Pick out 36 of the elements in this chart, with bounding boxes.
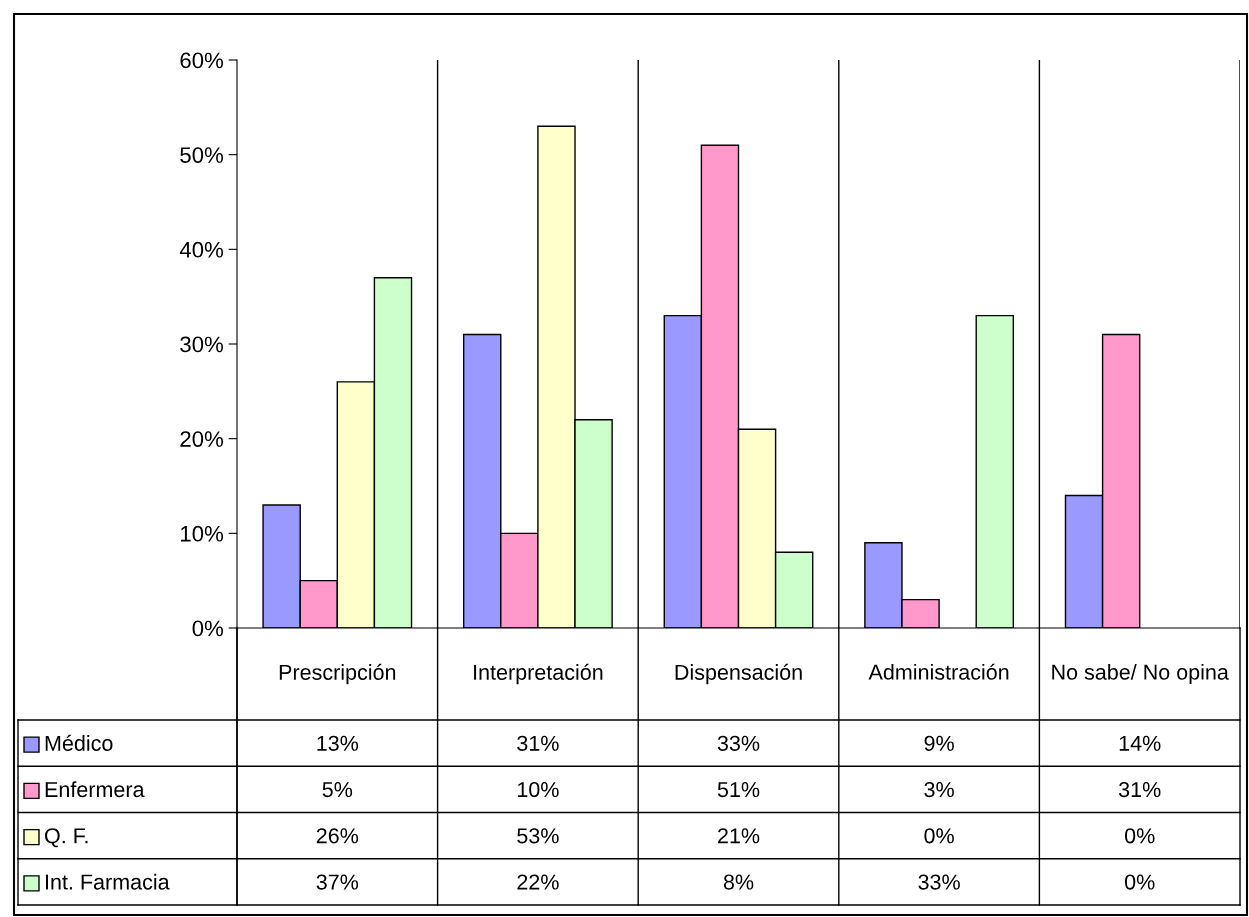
data-label: 53% bbox=[517, 828, 559, 844]
data-label: 13% bbox=[317, 735, 359, 751]
data-label: 0% bbox=[1124, 828, 1155, 844]
y-tick-label: 10% bbox=[181, 525, 224, 542]
data-label: 3% bbox=[924, 781, 954, 798]
data-label: 33% bbox=[717, 735, 760, 751]
data-label: 37% bbox=[316, 874, 359, 890]
y-tick-label: 60% bbox=[180, 52, 224, 69]
data-label: 26% bbox=[316, 828, 359, 844]
data-label: 0% bbox=[924, 828, 954, 844]
x-tick-label: Administración bbox=[868, 663, 1009, 680]
data-label: 33% bbox=[918, 874, 960, 890]
data-label: 51% bbox=[717, 782, 760, 798]
data-label: 31% bbox=[1118, 781, 1161, 798]
data-label: 0% bbox=[1124, 874, 1155, 890]
x-tick-label: No sabe/ No opina bbox=[1052, 663, 1229, 685]
y-tick-label: 40% bbox=[179, 241, 224, 258]
x-tick-label: Dispensación bbox=[675, 663, 802, 685]
data-label: 8% bbox=[723, 874, 754, 890]
data-label: 10% bbox=[518, 781, 559, 798]
data-label: 21% bbox=[718, 828, 760, 844]
data-label: 5% bbox=[322, 782, 353, 798]
legend-label: Q. F. bbox=[45, 828, 88, 848]
data-label: 22% bbox=[517, 874, 559, 890]
legend-label: Int. Farmacia bbox=[45, 873, 170, 890]
y-tick-label: 20% bbox=[180, 431, 224, 447]
legend-label: Enfermera bbox=[45, 781, 145, 798]
data-label: 31% bbox=[517, 735, 559, 751]
y-tick-label: 0% bbox=[192, 620, 224, 637]
x-tick-label: Interpretación bbox=[474, 663, 603, 685]
legend-label: Médico bbox=[45, 734, 113, 751]
y-tick-label: 50% bbox=[180, 147, 224, 163]
y-tick-label: 30% bbox=[180, 336, 224, 353]
data-label: 14% bbox=[1119, 735, 1161, 751]
data-label: 9% bbox=[924, 735, 954, 751]
x-tick-label: Prescripción bbox=[279, 663, 396, 685]
